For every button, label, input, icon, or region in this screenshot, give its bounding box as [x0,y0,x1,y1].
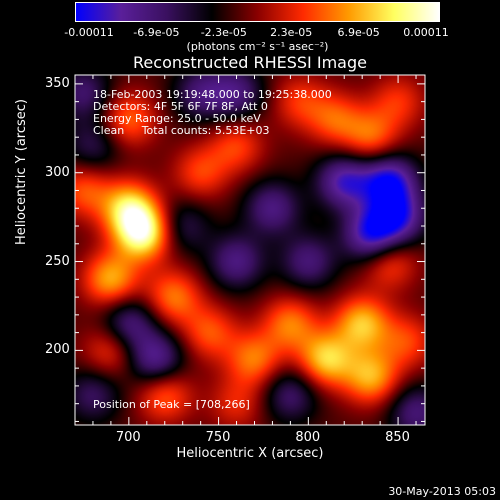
y-axis-label: Heliocentric Y (arcsec) [14,99,29,245]
y-tick-label: 250 [45,253,70,269]
colorbar-tick-label: 0.00011 [403,26,449,39]
plot-title: Reconstructed RHESSI Image [133,53,367,72]
y-tick-label: 300 [45,164,70,180]
colorbar-tick-label: -0.00011 [64,26,114,39]
heatmap-image [75,75,425,425]
x-tick-label: 800 [295,430,321,445]
date-stamp: 30-May-2013 05:03 [388,485,496,498]
x-tick-label: 700 [115,430,141,445]
colorbar-gradient [75,2,440,22]
x-tick-label: 750 [205,430,231,445]
colorbar [75,2,440,22]
colorbar-tick-label: 2.3e-05 [270,26,313,39]
time-range-text: 18-Feb-2003 19:19:48.000 to 19:25:38.000 [93,88,332,101]
colorbar-tick-label: 6.9e-05 [337,26,380,39]
colorbar-svg [75,2,440,22]
peak-position-text: Position of Peak = [708,266] [93,398,250,411]
x-tick-label: 850 [385,430,410,445]
energy-range-text: Energy Range: 25.0 - 50.0 keV [93,112,261,125]
colorbar-tick-label: -2.3e-05 [200,26,247,39]
clean-counts-text: Clean Total counts: 5.53E+03 [93,124,270,137]
plot-frame [74,74,426,426]
y-tick-label: 200 [45,342,70,358]
x-axis-label: Heliocentric X (arcsec) [176,446,324,461]
colorbar-units: (photons cm⁻² s⁻¹ asec⁻²) [186,40,329,53]
y-tick-label: 350 [45,75,70,91]
colorbar-tick-label: -6.9e-05 [133,26,180,39]
detectors-text: Detectors: 4F 5F 6F 7F 8F, Att 0 [93,100,268,113]
